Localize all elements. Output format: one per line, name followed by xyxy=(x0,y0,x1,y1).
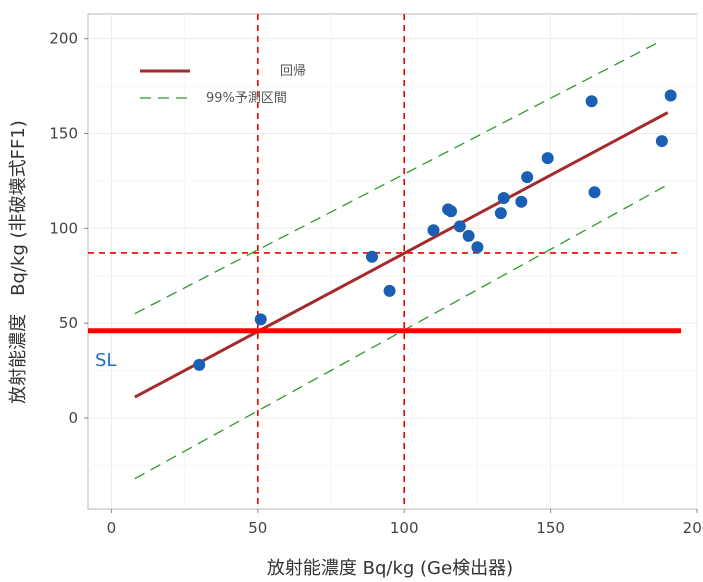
data-point xyxy=(462,229,475,242)
y-tick-label: 50 xyxy=(59,314,78,332)
y-tick-label: 0 xyxy=(68,409,78,427)
data-point xyxy=(471,241,484,254)
regression-line xyxy=(134,111,669,399)
y-axis-title: 放射能濃度 Bq/kg (非破壊式FF1) xyxy=(8,120,29,404)
legend-label-prediction-interval: 99%予測区間 xyxy=(206,91,287,106)
data-point xyxy=(515,195,528,208)
sl-label: SL xyxy=(95,350,116,371)
legend-label-regression: 回帰 xyxy=(280,63,306,79)
data-point xyxy=(541,152,554,165)
data-point xyxy=(588,186,601,199)
data-point xyxy=(445,205,458,218)
data-point xyxy=(427,224,440,237)
data-point xyxy=(366,250,379,263)
x-tick-label: 150 xyxy=(536,519,565,537)
prediction-interval-lower xyxy=(134,184,669,480)
data-point xyxy=(254,313,267,326)
y-tick-label: 150 xyxy=(49,124,78,142)
x-tick-label: 100 xyxy=(390,519,419,537)
data-point xyxy=(664,89,677,102)
data-point xyxy=(193,358,206,371)
legend: 回帰 99%予測区間 xyxy=(140,63,306,106)
x-tick-label: 200 xyxy=(683,519,703,537)
x-tick-label: 0 xyxy=(107,519,117,537)
data-point xyxy=(497,191,510,204)
data-point xyxy=(494,207,507,220)
x-axis-title: 放射能濃度 Bq/kg (Ge検出器) xyxy=(267,558,513,579)
data-point xyxy=(453,220,466,233)
y-tick-label: 200 xyxy=(49,30,78,48)
data-point xyxy=(521,171,534,184)
y-tick-label: 100 xyxy=(49,219,78,237)
data-point xyxy=(585,95,598,108)
x-tick-label: 50 xyxy=(248,519,267,537)
plot-panel xyxy=(87,13,698,510)
data-point xyxy=(383,284,396,297)
data-point xyxy=(655,135,668,148)
prediction-interval-upper xyxy=(134,39,663,315)
